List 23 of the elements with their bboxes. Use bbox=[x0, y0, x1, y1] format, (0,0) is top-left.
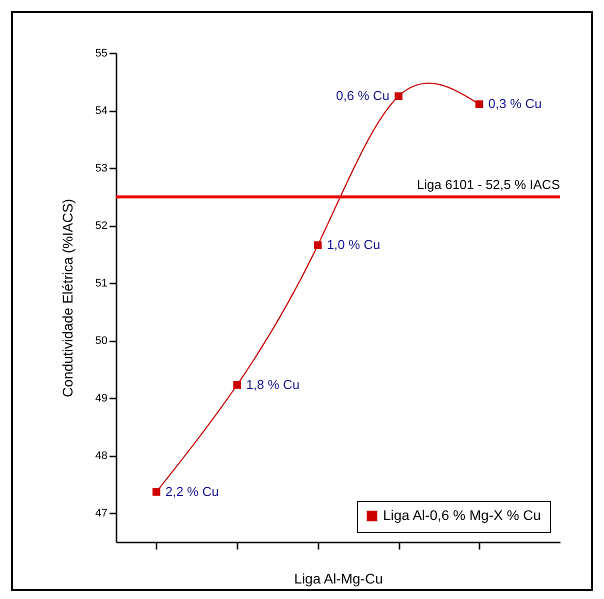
y-tick-label: 52 bbox=[95, 220, 108, 232]
annotation: 0,3 % Cu bbox=[488, 96, 542, 112]
annotation: 2,2 % Cu bbox=[165, 484, 219, 499]
annotation: 1,0 % Cu bbox=[326, 237, 380, 252]
point bbox=[475, 100, 484, 108]
y-tick-label: 54 bbox=[95, 105, 108, 118]
annotation: 1,8 % Cu bbox=[246, 376, 300, 392]
point bbox=[394, 92, 402, 100]
annotation: 0,6 % Cu bbox=[336, 88, 390, 104]
y-tick-label: 50 bbox=[95, 335, 108, 348]
y-tick-label: 51 bbox=[95, 278, 108, 290]
y-axis-title: Condutividade Elétrica (%IACS) bbox=[59, 198, 76, 398]
y-tick-label: 47 bbox=[95, 508, 108, 520]
y-tick-label: 55 bbox=[95, 48, 108, 60]
y-tick-label: 48 bbox=[95, 450, 108, 462]
x-axis-title: Liga Al-Mg-Cu bbox=[294, 570, 383, 586]
y-tick-label: 53 bbox=[95, 162, 108, 175]
ref-line-label: Liga 6101 - 52,5 % IACS bbox=[416, 176, 560, 192]
point bbox=[152, 488, 160, 496]
point bbox=[233, 381, 241, 389]
point bbox=[314, 241, 322, 250]
y-tick-label: 49 bbox=[95, 392, 108, 405]
legend-label: Liga Al-0,6 % Mg-X % Cu bbox=[383, 507, 541, 523]
